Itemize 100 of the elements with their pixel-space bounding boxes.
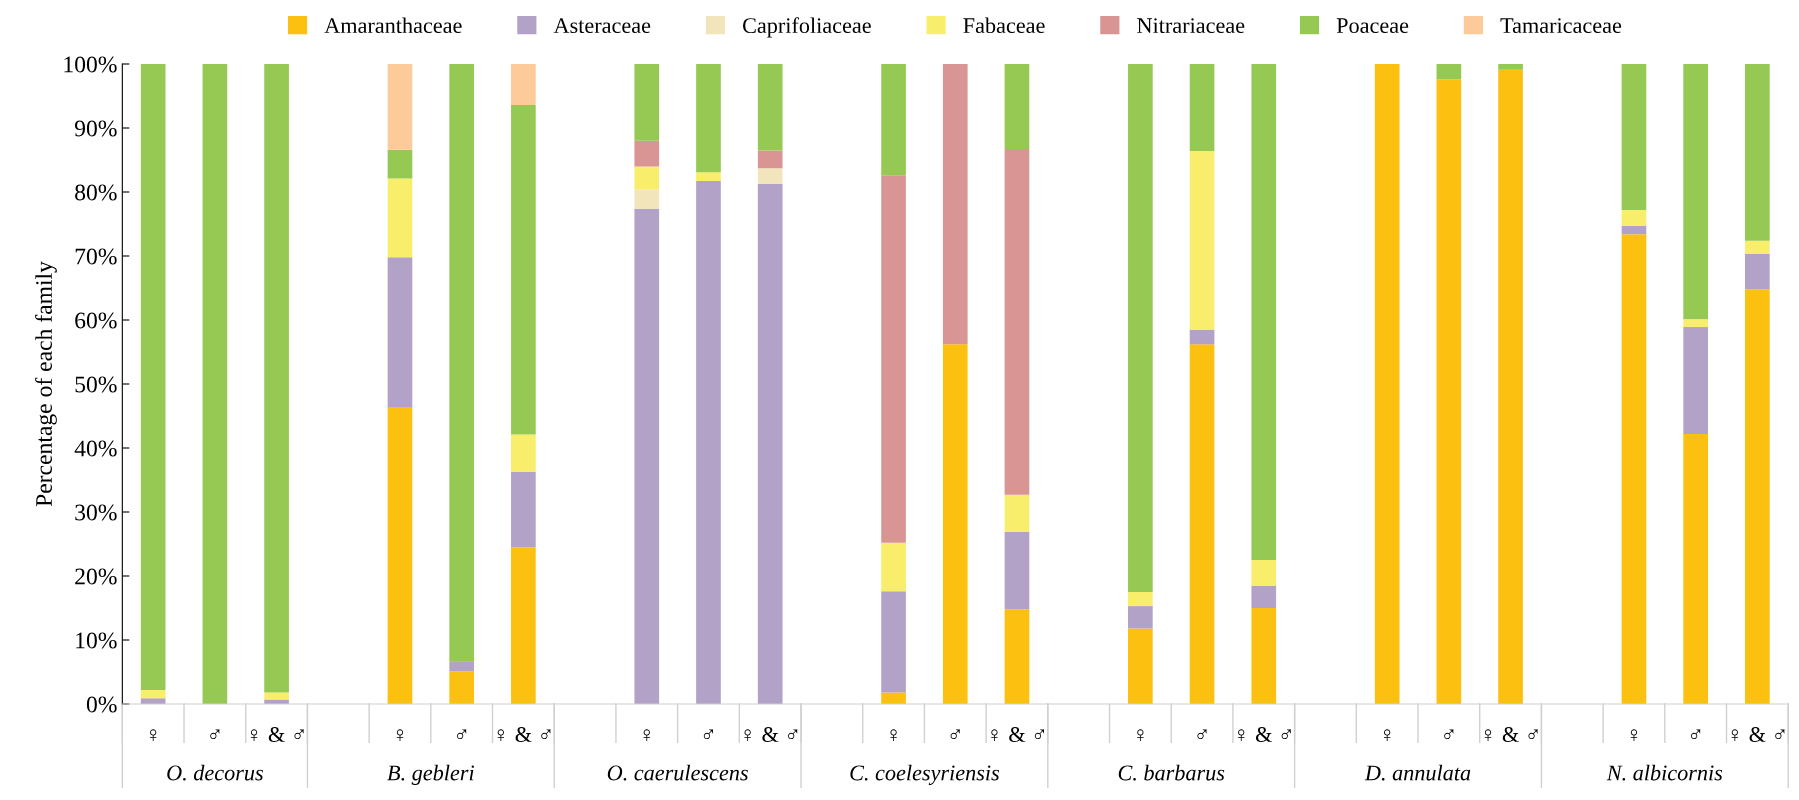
bar xyxy=(202,64,228,704)
text: N. albicornis xyxy=(1606,764,1723,781)
y-tick-label: 50% xyxy=(75,376,117,393)
bar xyxy=(1621,64,1647,210)
bar xyxy=(1128,592,1153,607)
bar xyxy=(1745,64,1770,241)
bar xyxy=(881,692,906,704)
bar xyxy=(1189,64,1215,152)
bar xyxy=(696,64,721,173)
bar xyxy=(264,64,289,693)
bar xyxy=(140,64,166,690)
bar xyxy=(757,168,783,184)
bar xyxy=(1374,64,1400,704)
bar xyxy=(942,64,968,345)
bar xyxy=(387,64,413,150)
x-tick-label: ♀ & ♂ xyxy=(744,727,798,743)
x-tick-label: ♀ xyxy=(643,729,650,741)
bar xyxy=(696,181,721,704)
bar xyxy=(511,471,536,548)
x-tick-label: ♀ xyxy=(890,729,897,741)
bar xyxy=(511,547,536,704)
x-tick-label: ♀ xyxy=(1383,729,1391,741)
bar xyxy=(1498,69,1523,704)
bar xyxy=(1251,560,1277,586)
bar xyxy=(1683,327,1708,434)
bar xyxy=(1004,494,1030,532)
x-tick-label: ♀ & ♂ xyxy=(1238,727,1291,743)
x-tick-label: ♀ & ♂ xyxy=(497,727,551,743)
bar xyxy=(387,178,413,258)
x-tick-label: ♀ & ♂ xyxy=(1731,727,1785,743)
bar xyxy=(757,64,783,151)
bar xyxy=(1128,606,1153,629)
bar xyxy=(1745,254,1770,290)
legend-label: Asteraceae xyxy=(553,18,651,34)
bar xyxy=(1436,64,1462,80)
bar xyxy=(1251,608,1277,704)
bar xyxy=(449,64,475,662)
y-tick-label: 100% xyxy=(64,56,117,73)
bar xyxy=(757,183,783,704)
y-tick-label: 90% xyxy=(74,120,117,137)
x-tick-label: ♀ & ♂ xyxy=(250,727,304,743)
text: O. decorus xyxy=(167,764,263,781)
bar xyxy=(511,64,536,105)
bar xyxy=(1004,609,1030,704)
bar xyxy=(1189,151,1215,330)
x-tick-label: ♀ xyxy=(1137,729,1144,741)
y-tick-label: 60% xyxy=(75,312,117,329)
bar xyxy=(264,692,289,700)
legend-label: Fabaceae xyxy=(963,17,1045,34)
bar xyxy=(634,208,660,704)
x-tick-label: ♂ xyxy=(703,729,714,740)
bar xyxy=(1189,329,1215,345)
y-tick-label: 70% xyxy=(75,248,117,265)
bar xyxy=(511,434,536,472)
bar xyxy=(696,172,721,182)
text: O. caerulescens xyxy=(607,764,748,781)
bar xyxy=(942,344,968,704)
bar xyxy=(1004,149,1030,495)
bar xyxy=(511,104,536,435)
x-tick-label: ♀ & ♂ xyxy=(1484,727,1538,743)
bar xyxy=(1436,79,1462,704)
bar xyxy=(757,150,783,169)
y-tick-label: 30% xyxy=(75,504,117,521)
bar xyxy=(1251,585,1277,608)
x-tick-label: ♂ xyxy=(1690,729,1701,740)
legend-label: Tamaricaceae xyxy=(1500,18,1622,34)
bar xyxy=(1128,628,1153,704)
x-tick-label: ♀ xyxy=(396,729,404,741)
bar xyxy=(1683,433,1708,704)
y-tick-label: 10% xyxy=(76,632,117,649)
bar xyxy=(1621,209,1647,226)
bar xyxy=(387,149,413,179)
bar xyxy=(1683,64,1708,320)
bar xyxy=(1251,64,1277,560)
bar xyxy=(1621,234,1647,704)
bar xyxy=(140,689,166,699)
y-tick-label: 0% xyxy=(86,696,117,713)
x-tick-label: ♂ xyxy=(950,729,960,740)
x-tick-label: ♀ xyxy=(149,729,157,741)
text: D. annulata xyxy=(1364,764,1471,781)
bar xyxy=(881,64,906,176)
x-tick-label: ♀ & ♂ xyxy=(991,727,1045,743)
y-axis-title: Percentage of each family xyxy=(35,261,57,507)
bar xyxy=(387,257,413,408)
text: B. gebleri xyxy=(387,764,474,785)
y-tick-label: 80% xyxy=(75,184,117,201)
bar xyxy=(1745,289,1770,704)
bar xyxy=(881,175,906,543)
bar xyxy=(1004,531,1030,610)
legend-label: Nitrariaceae xyxy=(1137,18,1245,34)
bar xyxy=(1683,319,1708,328)
text: C. barbarus xyxy=(1118,764,1225,781)
x-tick-label: ♂ xyxy=(1197,729,1207,740)
bar xyxy=(881,591,906,693)
y-tick-label: 40% xyxy=(74,440,117,457)
bar xyxy=(634,189,660,209)
bar xyxy=(449,671,475,704)
text: C. coelesyriensis xyxy=(850,764,1000,786)
bar xyxy=(449,661,475,672)
legend-label: Caprifoliaceae xyxy=(742,17,871,38)
